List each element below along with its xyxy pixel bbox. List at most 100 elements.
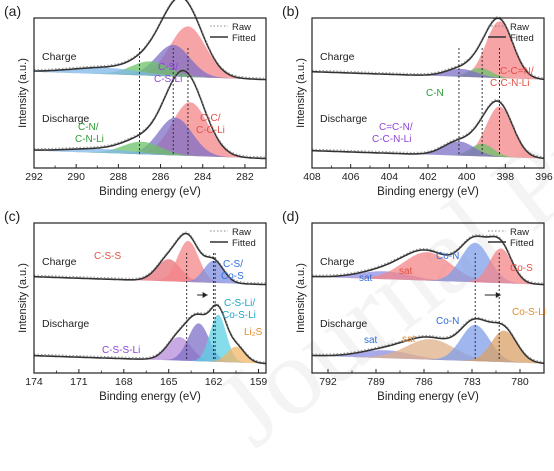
panel-c: 174 171 168 165 162 159 Binding energy (eV) Int… [4, 208, 267, 403]
x-tick-label: 398 [497, 171, 515, 183]
x-axis-label: Binding energy (eV) [99, 186, 201, 198]
peak-label: Co-S [510, 263, 533, 274]
raw-line [312, 316, 545, 363]
shift-arrow-head [202, 292, 208, 298]
peak-component [34, 148, 266, 159]
x-tick-label: 396 [535, 171, 553, 183]
spectrum-label: Discharge [320, 113, 367, 125]
panel-label: (d) [282, 208, 299, 224]
fitted-line [311, 100, 545, 160]
peak-label: Co-S-Li [222, 310, 256, 321]
legend-fitted-label: Fitted [232, 238, 256, 249]
peak-label: Co-N [436, 316, 459, 327]
legend-raw-label: Raw [232, 22, 251, 33]
fitted-line [34, 232, 267, 286]
peak-component [312, 21, 544, 80]
x-tick-label: 783 [463, 376, 481, 388]
x-tick-label: 282 [236, 171, 254, 183]
spectrum-label: Charge [320, 256, 355, 268]
legend-fitted-label: Fitted [510, 33, 534, 44]
legend-raw-label: Raw [510, 22, 529, 33]
shift-arrow-head [495, 292, 501, 298]
peak-label: sat [359, 273, 373, 284]
spectrum-discharge [311, 99, 545, 160]
peak-label: C-S/ [223, 259, 243, 270]
xps-figure: 292 290 288 286 284 282 Binding energy (eV) Int… [4, 0, 553, 403]
peak-label: C-S-S [94, 251, 122, 262]
x-tick-label: 408 [303, 171, 321, 183]
peak-component [312, 350, 544, 364]
peak-component [312, 141, 544, 159]
peak-component [312, 252, 544, 285]
x-tick-label: 174 [25, 376, 43, 388]
x-tick-label: 789 [367, 376, 385, 388]
x-tick-label: 404 [381, 171, 399, 183]
raw-line [34, 0, 267, 79]
panel-d: 792 789 786 783 780 Binding energy (eV) Intens… [282, 208, 546, 403]
peak-label: C-N-Li [75, 134, 104, 145]
legend-raw-label: Raw [510, 227, 529, 238]
panel-label: (c) [4, 208, 20, 224]
x-tick-label: 400 [458, 171, 476, 183]
peak-component [312, 248, 544, 285]
x-axis-label: Binding energy (eV) [99, 391, 201, 403]
panel-label: (b) [282, 3, 299, 19]
x-tick-label: 292 [25, 171, 43, 183]
legend-raw-label: Raw [232, 227, 251, 238]
peak-component [34, 102, 266, 159]
panel-label: (a) [4, 3, 21, 19]
y-axis-label: Intensity (a.u.) [295, 58, 307, 128]
x-tick-label: 165 [160, 376, 178, 388]
x-tick-label: 286 [152, 171, 170, 183]
raw-line [33, 302, 267, 363]
y-axis-label: Intensity (a.u.) [17, 58, 29, 128]
axes-frame [311, 222, 545, 374]
peak-label: C-N/ [78, 122, 99, 133]
peak-component [312, 271, 544, 285]
x-axis-label: Binding energy (eV) [377, 391, 479, 403]
peak-component [312, 330, 544, 364]
fitted-line [34, 69, 266, 160]
peak-label: C-C-N-Li [490, 78, 529, 89]
spectrum-discharge [34, 68, 266, 160]
spectrum-charge [311, 234, 545, 286]
peak-component [34, 26, 266, 80]
x-tick-label: 162 [205, 376, 223, 388]
peak-component [312, 339, 544, 364]
y-axis-label: Intensity (a.u.) [17, 263, 29, 333]
x-tick-label: 402 [419, 171, 437, 183]
panel-a: 292 290 288 286 284 282 Binding energy (eV) Int… [4, 0, 267, 198]
spectrum-charge [34, 231, 267, 286]
x-tick-label: 171 [70, 376, 88, 388]
spectrum-label: Charge [42, 51, 77, 63]
peak-label: C-S-S-Li [102, 345, 140, 356]
fitted-line [311, 235, 545, 286]
fitted-line [312, 17, 545, 81]
x-tick-label: 284 [194, 171, 212, 183]
raw-line [34, 231, 267, 284]
peak-label: Co-N [436, 251, 459, 262]
peak-label: Co-S-Li [512, 307, 546, 318]
x-tick-label: 780 [511, 376, 529, 388]
peak-label: C-N [426, 88, 444, 99]
raw-line [34, 68, 266, 158]
x-tick-label: 290 [67, 171, 85, 183]
x-tick-label: 159 [250, 376, 268, 388]
spectrum-charge [312, 16, 545, 81]
spectrum-label: Discharge [42, 318, 89, 330]
fitted-line [33, 304, 267, 365]
peak-label: C-C-Li [196, 125, 225, 136]
y-axis-label: Intensity (a.u.) [295, 263, 307, 333]
raw-line [311, 234, 545, 284]
spectrum-label: Charge [42, 256, 77, 268]
peak-component [34, 67, 266, 80]
spectrum-discharge [33, 302, 267, 365]
axes-frame [33, 222, 267, 374]
peak-component [312, 68, 544, 80]
peak-label: C-S-Li/ [224, 298, 255, 309]
x-axis-label: Binding energy (eV) [377, 186, 479, 198]
peak-component [34, 259, 266, 285]
peak-label: Li₂S [244, 327, 263, 338]
spectrum-discharge [312, 316, 545, 365]
peak-label: C-C/ [200, 113, 221, 124]
